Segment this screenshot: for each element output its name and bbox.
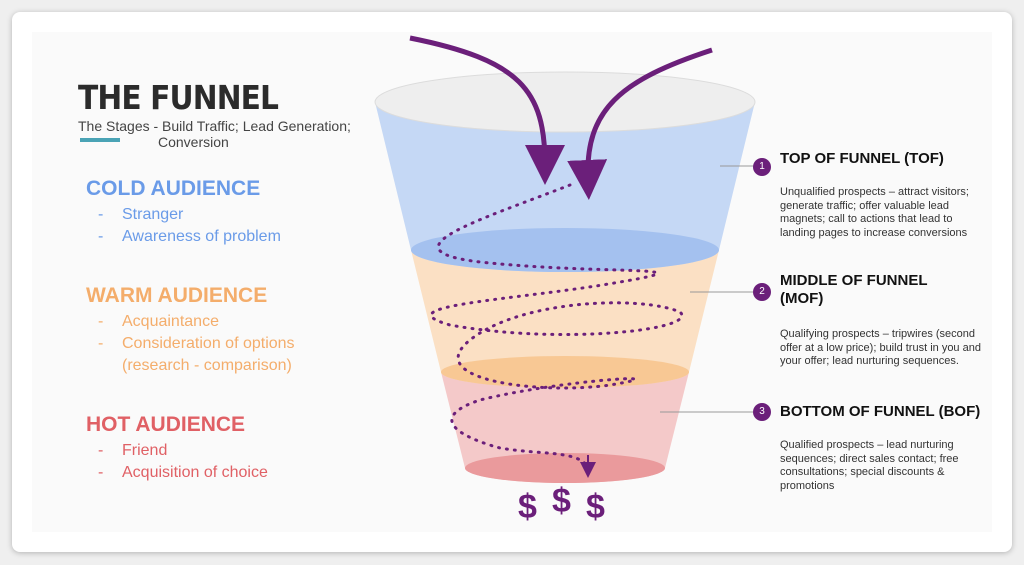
funnel-opening [374,71,756,133]
warm-audience: WARM AUDIENCE AcquaintanceConsideration … [86,284,346,377]
arrow-right [567,47,713,200]
hot-audience-title: HOT AUDIENCE [86,413,246,436]
title-underline [80,138,120,142]
audience-item: Acquaintance [86,311,346,333]
subtitle: The Stages - Build Traffic; Lead Generat… [78,118,351,134]
stage-number-badge: 3 [753,403,771,421]
funnel-top-section [375,102,755,272]
audience-item: Consideration of options (research - com… [86,333,346,377]
stage-tof: TOP OF FUNNEL (TOF) Unqualified prospect… [780,150,1000,240]
stage-title: MIDDLE OF FUNNEL (MOF) [780,272,928,307]
audience-item: Stranger [86,204,281,226]
cold-audience: COLD AUDIENCE StrangerAwareness of probl… [86,177,281,248]
audience-item: Friend [86,440,268,462]
middle-divider [441,356,689,388]
hot-audience: HOT AUDIENCE FriendAcquisition of choice [86,413,268,484]
subtitle-line2: Conversion [158,134,229,150]
funnel-outlet [465,453,665,483]
dollar-icon: $ [586,488,605,526]
page-title: THE FUNNEL [78,78,279,117]
top-divider [411,228,719,272]
arrow-left [409,35,565,185]
warm-audience-title: WARM AUDIENCE [86,284,268,307]
dotted-path [429,183,684,470]
stage-bof: BOTTOM OF FUNNEL (BOF) Qualified prospec… [780,403,1000,493]
audience-item: Awareness of problem [86,226,281,248]
stage-description: Unqualified prospects – attract visitors… [780,186,969,239]
funnel-middle-section [411,250,719,388]
funnel-bottom-section [441,372,689,483]
audience-item: Acquisition of choice [86,462,268,484]
stage-title: BOTTOM OF FUNNEL (BOF) [780,403,981,420]
stage-title: TOP OF FUNNEL (TOF) [780,150,944,167]
stage-number-badge: 1 [753,158,771,176]
cold-audience-title: COLD AUDIENCE [86,177,261,200]
stage-mof: MIDDLE OF FUNNEL (MOF) Qualifying prospe… [780,272,985,369]
dollar-icon: $ [518,488,537,526]
dollar-icon: $ [552,482,571,520]
stage-description: Qualifying prospects – tripwires (second… [780,328,981,367]
stage-description: Qualified prospects – lead nurturing seq… [780,439,959,492]
stage-number-badge: 2 [753,283,771,301]
